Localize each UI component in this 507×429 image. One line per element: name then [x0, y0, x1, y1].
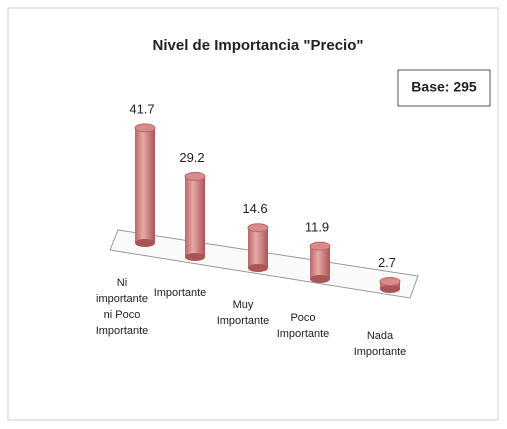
bar-bottom	[135, 239, 155, 247]
bar-bottom	[248, 264, 268, 272]
x-tick-label: Importante	[217, 315, 270, 327]
bar-top	[379, 277, 401, 287]
value-label: 2.7	[378, 255, 396, 270]
x-tick-label: Importante	[354, 346, 407, 358]
value-label: 29.2	[179, 150, 204, 165]
bar-bottom	[185, 253, 205, 261]
annotation: Base: 295	[411, 79, 477, 95]
bar-top	[184, 171, 206, 181]
bar	[310, 246, 330, 279]
bar-top	[309, 241, 331, 251]
x-tick-label: Importante	[96, 325, 149, 337]
bar	[135, 127, 155, 243]
bar-top	[134, 123, 156, 133]
chart-title: Nivel de Importancia "Precio"	[153, 37, 364, 54]
x-tick-label: Nada	[367, 330, 394, 342]
x-tick-label: ni Poco	[104, 309, 141, 321]
value-label: 14.6	[242, 201, 267, 216]
x-tick-label: importante	[96, 293, 148, 305]
bar-bottom	[380, 285, 400, 293]
value-label: 41.7	[129, 101, 154, 116]
bar-top	[247, 223, 269, 233]
x-tick-label: Importante	[154, 287, 207, 299]
x-tick-label: Muy	[233, 299, 254, 311]
x-tick-label: Poco	[290, 312, 315, 324]
bar-bottom	[310, 275, 330, 283]
x-tick-label: Ni	[117, 277, 127, 289]
value-label: 11.9	[305, 220, 329, 235]
annotation-box	[397, 69, 491, 107]
bar	[185, 176, 205, 257]
bar	[248, 227, 268, 268]
x-tick-label: Importante	[277, 328, 330, 340]
